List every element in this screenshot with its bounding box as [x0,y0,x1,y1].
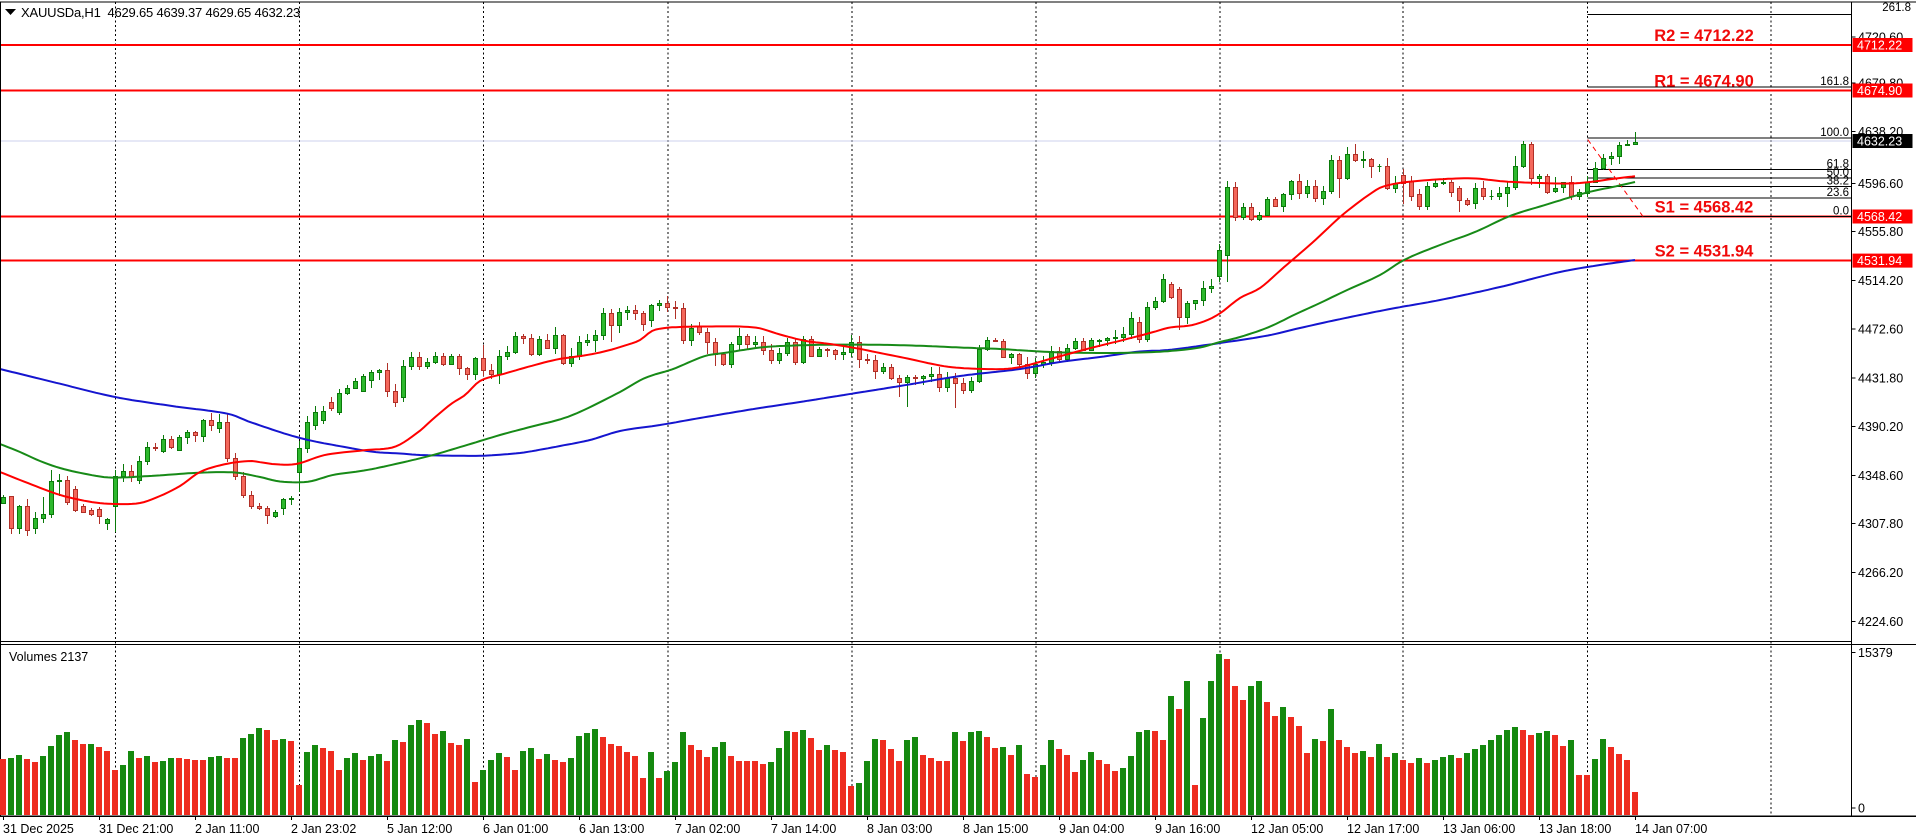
svg-text:61.8: 61.8 [1827,159,1849,171]
svg-text:161.8: 161.8 [1820,76,1849,88]
svg-text:S1 = 4568.42: S1 = 4568.42 [1655,199,1754,217]
svg-text:50.0: 50.0 [1827,167,1849,179]
svg-text:6 Jan 13:00: 6 Jan 13:00 [579,822,644,836]
svg-text:4472.60: 4472.60 [1858,323,1903,337]
svg-text:2 Jan 11:00: 2 Jan 11:00 [195,822,259,836]
svg-text:12 Jan 05:00: 12 Jan 05:00 [1251,822,1323,836]
svg-text:2 Jan 23:02: 2 Jan 23:02 [291,822,356,836]
svg-text:6 Jan 01:00: 6 Jan 01:00 [483,822,548,836]
svg-text:4348.60: 4348.60 [1858,469,1903,483]
svg-text:4266.20: 4266.20 [1858,566,1903,580]
svg-text:R2 = 4712.22: R2 = 4712.22 [1654,27,1754,45]
svg-text:38.2: 38.2 [1827,176,1849,188]
svg-text:4712.22: 4712.22 [1857,39,1902,53]
svg-text:4390.20: 4390.20 [1858,420,1903,434]
svg-text:4632.23: 4632.23 [1857,135,1902,149]
svg-text:4431.80: 4431.80 [1858,372,1903,386]
svg-text:4596.60: 4596.60 [1858,177,1903,191]
svg-text:5 Jan 12:00: 5 Jan 12:00 [387,822,452,836]
svg-text:14 Jan 07:00: 14 Jan 07:00 [1635,822,1707,836]
svg-text:23.6: 23.6 [1827,187,1849,199]
svg-text:Volumes 2137: Volumes 2137 [9,650,88,664]
svg-text:9 Jan 04:00: 9 Jan 04:00 [1059,822,1124,836]
svg-text:4307.80: 4307.80 [1858,517,1903,531]
svg-text:15379: 15379 [1858,646,1893,660]
svg-text:9 Jan 16:00: 9 Jan 16:00 [1155,822,1220,836]
svg-text:8 Jan 03:00: 8 Jan 03:00 [867,822,932,836]
svg-text:4531.94: 4531.94 [1857,254,1902,268]
svg-text:8 Jan 15:00: 8 Jan 15:00 [963,822,1028,836]
svg-text:R1 = 4674.90: R1 = 4674.90 [1654,73,1754,91]
svg-text:4568.42: 4568.42 [1857,210,1902,224]
svg-text:12 Jan 17:00: 12 Jan 17:00 [1347,822,1419,836]
svg-text:31 Dec 2025: 31 Dec 2025 [3,822,74,836]
svg-text:7 Jan 14:00: 7 Jan 14:00 [771,822,836,836]
svg-text:4674.90: 4674.90 [1857,84,1902,98]
svg-text:13 Jan 06:00: 13 Jan 06:00 [1443,822,1515,836]
svg-text:7 Jan 02:00: 7 Jan 02:00 [675,822,740,836]
svg-text:4514.20: 4514.20 [1858,274,1903,288]
svg-text:XAUUSDa,H1 4629.65 4639.37 46: XAUUSDa,H1 4629.65 4639.37 4629.65 4632.… [21,5,300,20]
svg-text:0.0: 0.0 [1833,205,1849,217]
svg-text:4555.80: 4555.80 [1858,225,1903,239]
svg-text:261.8: 261.8 [1882,2,1911,14]
svg-text:31 Dec 21:00: 31 Dec 21:00 [99,822,173,836]
svg-text:4224.60: 4224.60 [1858,615,1903,629]
svg-text:S2 = 4531.94: S2 = 4531.94 [1655,243,1754,261]
svg-text:0: 0 [1858,802,1865,816]
svg-text:13 Jan 18:00: 13 Jan 18:00 [1539,822,1611,836]
svg-text:100.0: 100.0 [1820,127,1849,139]
